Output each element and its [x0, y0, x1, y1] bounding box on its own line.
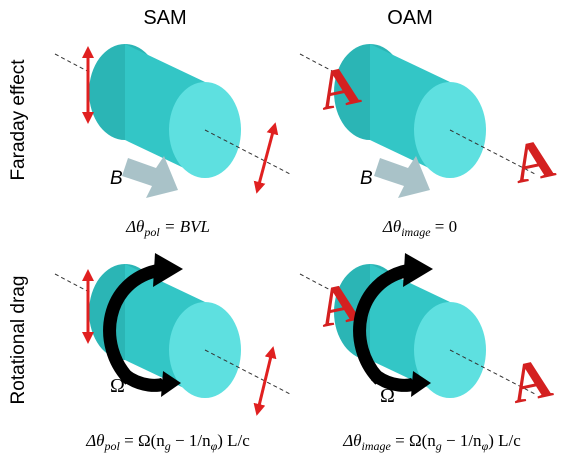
- eq-part: − 1/n: [442, 431, 482, 450]
- field-label: B: [360, 168, 373, 189]
- equation: Δθpol = BVL: [125, 217, 210, 239]
- eq-sub: pol: [104, 439, 121, 453]
- eq-sub: pol: [143, 225, 160, 239]
- row-header: Rotational drag: [8, 276, 29, 405]
- polarization-arrow: [258, 352, 272, 410]
- eq-sub: image: [362, 439, 392, 453]
- image-letter: A: [505, 347, 558, 416]
- column-header: OAM: [387, 7, 433, 29]
- eq-part: ) L/c: [217, 431, 250, 450]
- image-letter: A: [507, 127, 560, 196]
- eq-part: Δθ: [125, 217, 144, 236]
- eq-part: − 1/n: [171, 431, 211, 450]
- eq-part: = BVL: [160, 217, 210, 236]
- field-arrow: [122, 156, 178, 198]
- polarization-arrow: [258, 128, 274, 188]
- eq-part: = Ω(n: [120, 431, 165, 450]
- eq-part: = Ω(n: [391, 431, 436, 450]
- rotation-label: Ω: [110, 375, 125, 397]
- field-label: B: [110, 168, 123, 189]
- row-header: Faraday effect: [8, 59, 29, 181]
- eq-part: Δθ: [382, 217, 401, 236]
- column-header: SAM: [143, 7, 186, 29]
- rotation-label: Ω: [380, 385, 395, 407]
- eq-part: Δθ: [342, 431, 361, 450]
- equation: Δθimage = 0: [382, 217, 457, 239]
- diagram: SAM OAM Faraday effect Rotational drag B…: [0, 0, 584, 464]
- cylinder: [55, 44, 290, 178]
- eq-part: = 0: [431, 217, 458, 236]
- eq-part: ) L/c: [488, 431, 521, 450]
- equation: Δθimage = Ω(ng − 1/nφ) L/c: [342, 431, 521, 453]
- eq-sub: image: [401, 225, 431, 239]
- equation: Δθpol = Ω(ng − 1/nφ) L/c: [85, 431, 250, 453]
- eq-part: Δθ: [85, 431, 104, 450]
